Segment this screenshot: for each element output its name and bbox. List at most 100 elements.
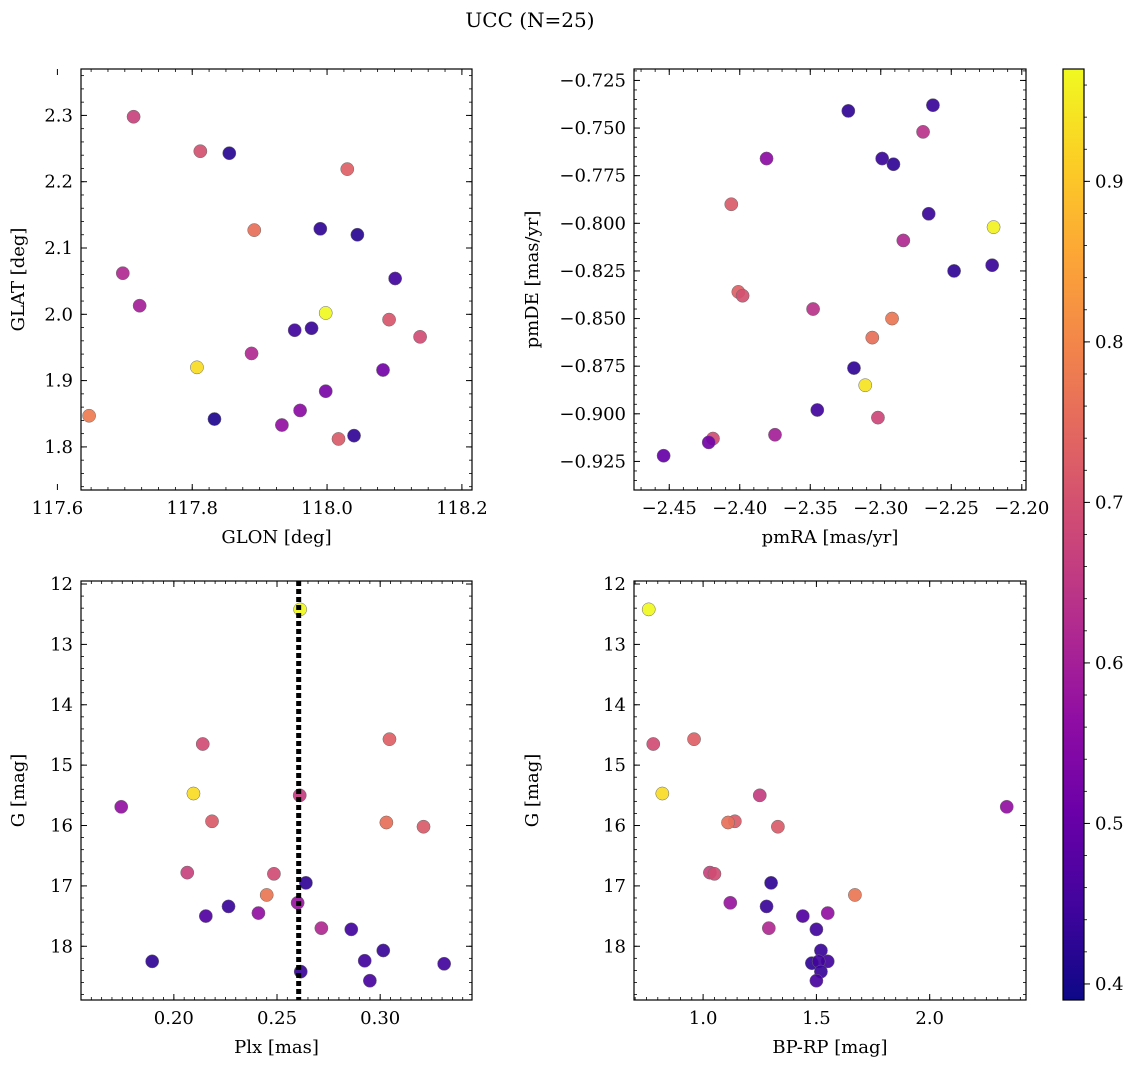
data-point <box>759 899 774 914</box>
x-axis-label: BP-RP [mag] <box>772 1037 887 1058</box>
data-point <box>806 302 820 316</box>
plot-frame <box>633 68 1027 491</box>
y-tick-label: 12 <box>603 574 626 595</box>
x-axis-label: GLON [deg] <box>221 527 331 548</box>
data-point <box>809 973 824 988</box>
data-point <box>82 408 96 423</box>
colorbar-frame <box>1062 68 1085 1001</box>
data-point <box>287 323 302 338</box>
data-point <box>921 206 936 221</box>
data-point <box>186 786 201 801</box>
data-point <box>304 321 319 336</box>
data-point <box>132 298 147 313</box>
y-tick-label: 2.3 <box>44 105 73 126</box>
x-tick-label: 0.20 <box>154 1008 194 1029</box>
y-tick-label: 12 <box>50 574 73 595</box>
subplot-3: 0.20 0.25 0.30 12 13 14 15 16 17 18 Plx [mas] G [ma… <box>8 574 473 1058</box>
data-point <box>656 448 671 463</box>
data-point <box>205 814 219 829</box>
data-point <box>193 144 208 159</box>
data-point <box>244 346 259 361</box>
data-point <box>145 954 160 969</box>
subplot-4: 1.0 1.5 2.0 12 13 14 15 16 17 18 BP-RP [mag] G [mag… <box>522 574 1027 1058</box>
data-point <box>764 876 778 890</box>
minor-ticks <box>634 69 1026 490</box>
data-point <box>759 151 774 166</box>
data-point <box>115 266 130 281</box>
y-tick-label: 15 <box>603 755 626 776</box>
colorbar-tick-label: 0.8 <box>1095 332 1124 353</box>
figure-title: UCC (N=25) <box>465 8 594 32</box>
x-tick-label: 118.0 <box>301 498 353 519</box>
data-point <box>687 732 701 747</box>
data-point <box>721 815 735 830</box>
data-point <box>926 98 940 113</box>
data-point <box>771 819 785 834</box>
data-point <box>875 151 890 166</box>
data-point <box>382 312 396 327</box>
y-tick-label: 2.0 <box>44 304 73 325</box>
data-point <box>357 953 372 968</box>
data-point <box>207 412 222 426</box>
y-axis-label: G [mag] <box>8 754 29 827</box>
y-tick-label: 16 <box>603 816 626 837</box>
data-point <box>314 921 329 936</box>
data-point <box>810 403 825 417</box>
x-tick-label: 1.0 <box>689 1008 718 1029</box>
data-point <box>896 233 911 248</box>
plot-frame <box>80 580 473 1001</box>
data-point <box>820 906 835 920</box>
data-point <box>848 888 862 902</box>
y-axis-label: GLAT [deg] <box>8 228 29 332</box>
y-tick-label: 16 <box>50 816 73 837</box>
data-point <box>885 311 899 326</box>
data-point <box>379 815 394 830</box>
data-point <box>382 732 397 747</box>
data-point <box>999 799 1014 814</box>
minor-ticks <box>634 581 1026 1000</box>
data-point <box>809 922 824 937</box>
data-point <box>363 973 377 988</box>
data-point <box>180 865 195 880</box>
x-tick-label: −2.35 <box>783 498 838 519</box>
data-point <box>768 427 782 442</box>
x-tick-label: 118.2 <box>436 498 488 519</box>
y-tick-label: −0.925 <box>559 451 626 472</box>
data-point <box>388 271 402 286</box>
data-point <box>871 410 885 425</box>
colorbar: 0.4 0.5 0.6 0.7 0.8 0.9 <box>1062 68 1124 1001</box>
y-tick-label: −0.775 <box>559 166 626 187</box>
y-tick-label: 2.2 <box>44 172 73 193</box>
data-point <box>251 906 266 920</box>
data-point <box>114 799 129 814</box>
data-point <box>376 363 390 377</box>
data-point <box>986 220 1001 234</box>
y-axis-label: G [mag] <box>522 754 543 827</box>
data-point <box>841 104 856 118</box>
y-tick-label: 18 <box>603 936 626 957</box>
data-point <box>222 146 237 161</box>
y-tick-label: 2.1 <box>44 238 73 259</box>
y-tick-label: 17 <box>50 876 73 897</box>
data-point <box>724 197 739 212</box>
data-point <box>313 221 328 236</box>
y-tick-label: −0.875 <box>559 356 626 377</box>
x-tick-label: 0.30 <box>360 1008 400 1029</box>
data-point <box>985 258 1000 273</box>
data-point <box>344 922 359 937</box>
x-axis-label: pmRA [mas/yr] <box>762 527 899 548</box>
data-point <box>416 819 431 834</box>
data-point <box>340 162 355 176</box>
data-point <box>293 403 307 418</box>
y-tick-label: 15 <box>50 755 73 776</box>
y-tick-label: 14 <box>603 695 626 716</box>
y-tick-label: −0.825 <box>559 261 626 282</box>
data-point <box>198 909 213 923</box>
y-tick-label: −0.800 <box>559 213 626 234</box>
colorbar-tick-label: 0.6 <box>1095 653 1124 674</box>
data-point <box>437 956 451 971</box>
y-tick-label: 13 <box>603 634 626 655</box>
data-point <box>641 602 656 617</box>
x-tick-label: 0.25 <box>257 1008 297 1029</box>
x-tick-label: −2.20 <box>994 498 1049 519</box>
